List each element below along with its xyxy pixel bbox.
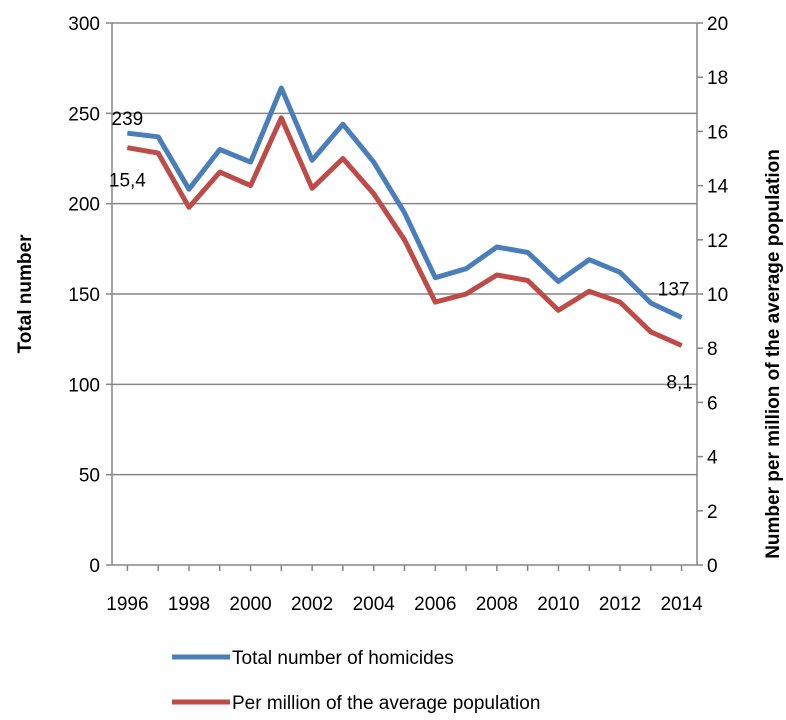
data-point-per-million-2000 [250,185,252,187]
data-point-per-million-2009 [527,279,529,281]
data-point-total-2014 [681,316,683,318]
left-y-tick-label-250: 250 [68,104,100,125]
data-point-per-million-2010 [557,309,559,311]
data-point-total-2000 [250,161,252,163]
data-label-per-million-first: 15,4 [109,171,146,192]
legend: Total number of homicides Per million of… [172,648,540,714]
right-y-tick-label-8: 8 [707,339,718,360]
data-point-total-2005 [404,212,405,214]
data-point-per-million-1996 [126,147,128,149]
right-y-tick-label-10: 10 [707,285,728,306]
right-y-tick-label-6: 6 [707,393,718,414]
data-point-per-million-2013 [650,331,652,333]
right-y-tick-label-16: 16 [707,122,728,143]
data-point-per-million-2005 [404,239,405,241]
data-label-per-million-last: 8,1 [666,372,692,393]
x-ticks: 1996 1998 2000 2002 2004 2006 2008 2010 2012 2014 [106,565,703,615]
right-y-ticks: 0 2 4 6 8 10 12 14 16 18 20 [697,14,729,577]
x-tick-label-2014: 2014 [660,594,703,615]
data-point-total-2008 [496,246,498,248]
data-point-total-1998 [188,188,190,190]
data-point-total-2002 [311,159,313,161]
data-label-total-first: 239 [112,109,144,130]
series-line-total-homicides [127,85,683,320]
data-point-per-million-2011 [588,290,590,292]
data-label-total-last: 137 [658,279,690,300]
data-point-per-million-2004 [373,193,375,195]
data-point-per-million-1998 [188,206,190,208]
data-point-per-million-2006 [434,301,436,303]
x-tick-label-2004: 2004 [353,594,396,615]
data-point-per-million-2002 [311,187,313,189]
data-point-per-million-2001 [280,117,282,119]
left-y-tick-label-0: 0 [89,556,100,577]
right-y-tick-label-14: 14 [707,177,729,198]
data-point-per-million-2014 [681,344,683,346]
x-tick-label-2010: 2010 [537,594,579,615]
x-tick-label-2002: 2002 [291,594,333,615]
legend-label-per-million: Per million of the average population [232,693,540,714]
legend-label-total: Total number of homicides [232,648,454,669]
data-point-total-2001 [280,87,282,89]
data-point-total-2003 [342,123,344,125]
right-y-tick-label-2: 2 [707,502,718,523]
data-point-total-1997 [157,136,159,138]
x-tick-label-2008: 2008 [476,594,518,615]
left-y-ticks: 0 50 100 150 200 250 300 [68,14,112,577]
x-tick-label-2006: 2006 [414,594,456,615]
series-lines [126,85,683,348]
x-tick-label-1998: 1998 [168,594,210,615]
data-point-per-million-2003 [342,158,344,159]
series-line-per-million [126,115,683,348]
left-y-tick-label-100: 100 [68,375,100,396]
x-tick-label-2012: 2012 [599,594,641,615]
data-point-total-2004 [373,161,375,163]
right-y-tick-label-18: 18 [707,68,728,89]
data-point-per-million-2007 [465,293,467,295]
data-labels: 239 137 15,4 8,1 [109,109,693,393]
data-point-total-2006 [434,277,436,279]
data-point-per-million-2012 [619,301,621,303]
data-point-total-2009 [527,251,529,253]
data-point-total-1999 [219,148,221,150]
data-point-per-million-1999 [219,171,221,173]
data-point-total-2010 [557,280,559,282]
data-point-total-2007 [465,268,467,270]
data-point-total-1996 [126,132,128,134]
data-point-per-million-2008 [496,274,498,276]
left-y-tick-label-300: 300 [68,14,100,35]
data-point-total-2011 [588,259,590,261]
left-axis-title: Total number [15,234,36,354]
data-point-total-2012 [619,271,621,273]
x-tick-label-1996: 1996 [106,594,148,615]
gridlines [112,22,697,476]
left-y-tick-label-50: 50 [79,466,100,487]
data-point-total-2013 [650,302,652,304]
right-y-tick-label-12: 12 [707,231,728,252]
left-y-tick-label-200: 200 [68,195,100,216]
x-tick-label-2000: 2000 [229,594,271,615]
right-y-tick-label-0: 0 [707,556,718,577]
right-y-tick-label-4: 4 [707,448,718,469]
left-y-tick-label-150: 150 [68,285,100,306]
right-y-tick-label-20: 20 [707,14,728,35]
data-point-per-million-1997 [157,152,159,154]
right-axis-title: Number per million of the average popula… [763,149,784,559]
